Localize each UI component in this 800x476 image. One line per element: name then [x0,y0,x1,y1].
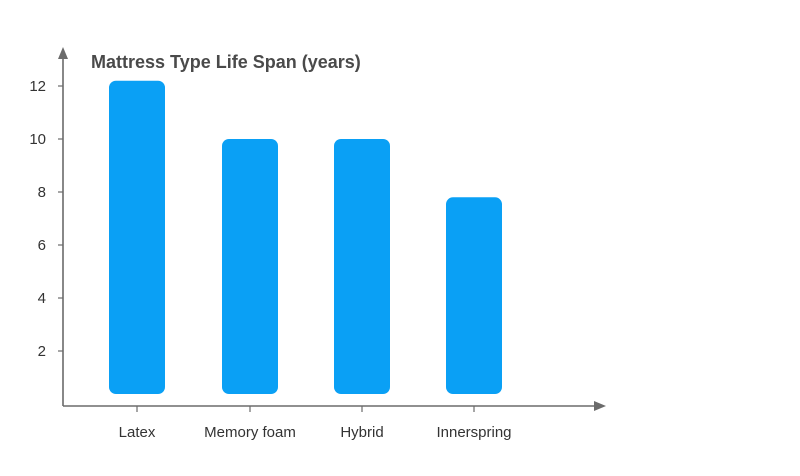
y-tick-label: 4 [38,290,46,307]
y-tick-label: 12 [29,78,46,95]
x-ticks-layer: Latex Memory foam Hybrid Innerspring [119,406,512,441]
y-ticks-layer: 2 4 6 8 10 12 [29,78,63,360]
y-tick-label: 2 [38,343,46,360]
y-tick-label: 10 [29,131,46,148]
x-axis-arrow-icon [594,401,606,411]
bar-latex [109,80,165,394]
bar-innerspring [446,197,502,394]
bar-memory-foam [222,139,278,394]
x-tick-label: Latex [119,424,156,441]
y-axis-arrow-icon [58,47,68,59]
chart-title: Mattress Type Life Span (years) [91,52,361,72]
x-tick-label: Innerspring [436,424,511,441]
bars-layer [109,80,502,394]
bar-hybrid [334,139,390,394]
y-tick-label: 6 [38,237,46,254]
axes-layer [58,47,606,411]
x-tick-label: Hybrid [340,424,383,441]
y-tick-label: 8 [38,184,46,201]
x-tick-label: Memory foam [204,424,296,441]
